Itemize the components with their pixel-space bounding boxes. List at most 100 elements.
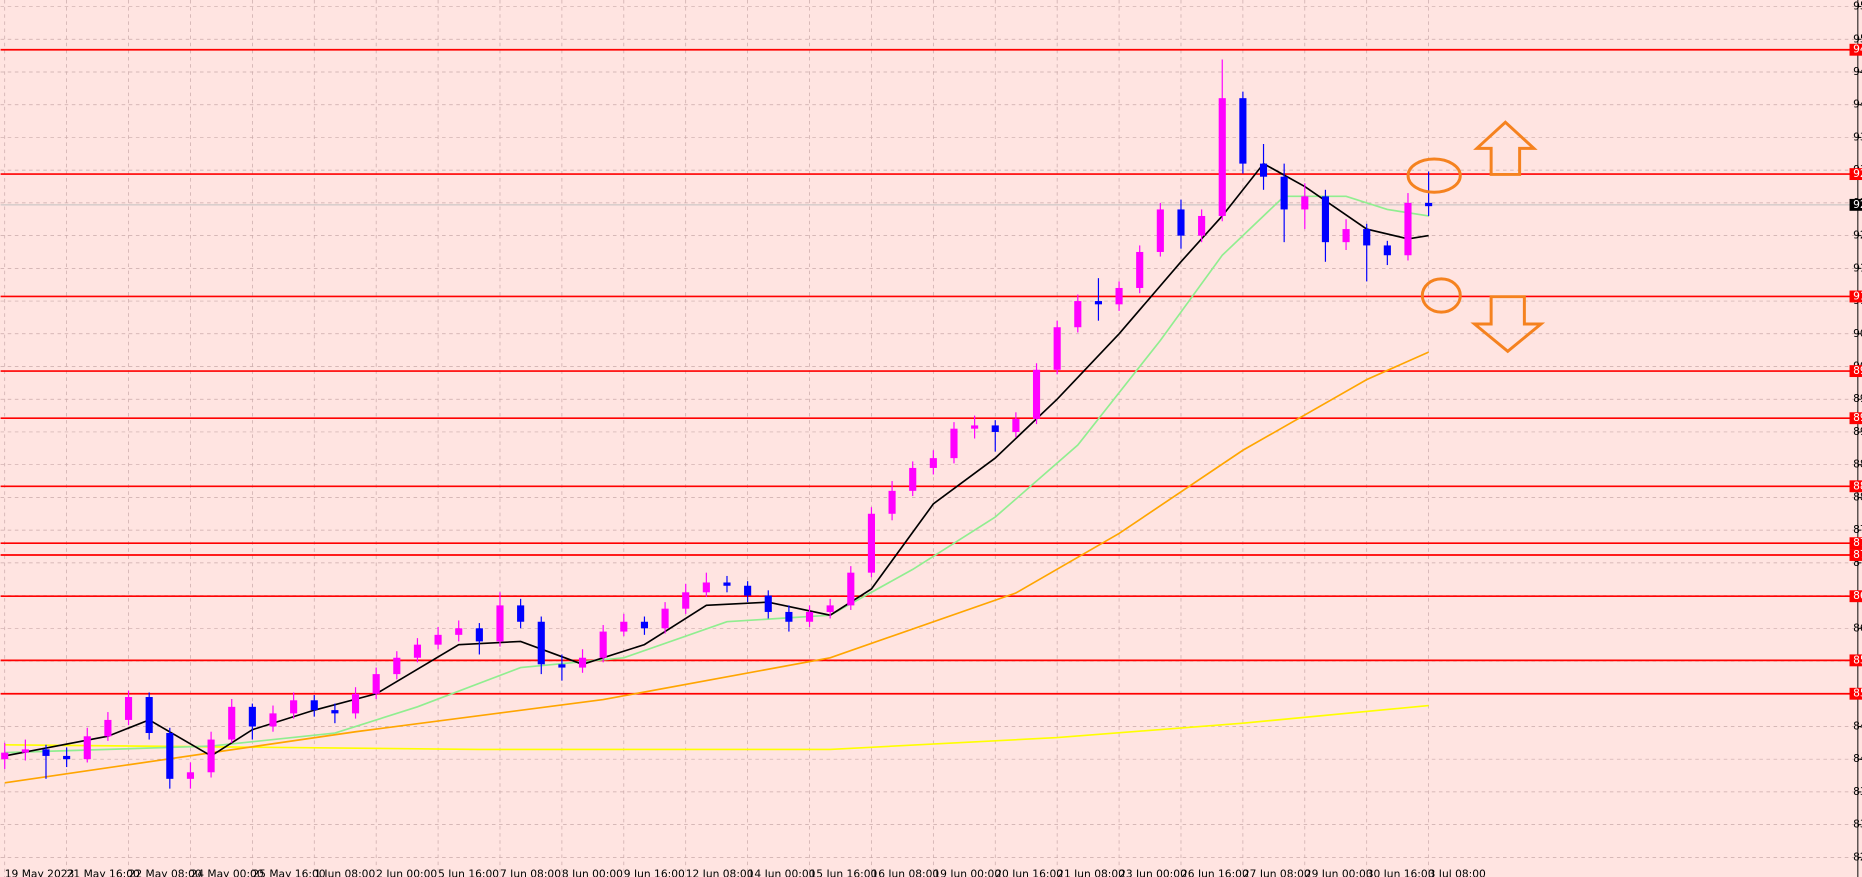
candle-body — [42, 749, 50, 756]
candle-body — [744, 585, 752, 596]
candle-body — [21, 749, 29, 753]
candle-body — [578, 657, 587, 668]
candle-body — [517, 605, 525, 622]
x-tick-label: 21 Jun 08:00 — [1057, 868, 1125, 877]
candle-body — [351, 693, 360, 714]
candle-body — [971, 425, 979, 429]
level-label-box — [1849, 290, 1862, 303]
level-label-box — [1849, 590, 1862, 603]
x-tick-label: 29 Jun 00:00 — [1305, 868, 1373, 877]
candle-body — [558, 664, 566, 668]
level-label: 94.84 — [1853, 43, 1862, 56]
x-tick-label: 19 May 2023 — [5, 868, 75, 877]
x-tick-label: 24 May 00:00 — [190, 868, 263, 877]
candle-body — [248, 706, 256, 727]
candle-body — [1156, 209, 1164, 252]
x-tick-label: 30 Jun 16:00 — [1367, 868, 1435, 877]
candle-body — [1, 752, 9, 760]
candle-body — [661, 608, 669, 629]
candle-body — [63, 755, 71, 760]
candle-body — [1321, 196, 1329, 243]
candle-body — [331, 710, 339, 714]
candle-body — [207, 739, 215, 773]
level-label-box — [1849, 43, 1862, 56]
candle-body — [1425, 202, 1433, 207]
candle-body — [1074, 301, 1082, 328]
level-label-box — [1849, 549, 1862, 561]
candle-body — [413, 644, 422, 658]
candle-body — [1177, 209, 1185, 236]
candle-body — [1218, 98, 1226, 216]
candle-body — [83, 736, 91, 760]
candle-body — [186, 772, 195, 779]
candle-body — [166, 733, 174, 779]
last-price-box — [1849, 198, 1862, 211]
level-label-box — [1849, 412, 1862, 425]
candle-body — [269, 713, 277, 727]
x-tick-label: 1 Jun 08:00 — [314, 868, 375, 877]
candle-body — [991, 425, 999, 432]
x-tick-label: 15 Jun 16:00 — [810, 868, 878, 877]
candle-body — [764, 595, 772, 612]
candle-body — [1053, 327, 1061, 370]
level-label: 85.51 — [1853, 653, 1862, 666]
levels — [0, 48, 1858, 695]
level-label: 86.49 — [1853, 589, 1862, 602]
level-label-box — [1849, 687, 1862, 700]
candle-body — [785, 611, 793, 622]
level-label-box — [1849, 480, 1862, 493]
candle-body — [929, 458, 937, 468]
x-tick-label: 26 Jun 16:00 — [1181, 868, 1249, 877]
x-tick-label: 8 Jun 00:00 — [562, 868, 623, 877]
down-arrow — [1470, 295, 1546, 354]
candle-body — [909, 467, 917, 491]
candle-body — [475, 628, 483, 642]
candle-body — [1032, 369, 1041, 419]
axis: 82.58383.58484.58585.58686.58787.58888.5… — [5, 0, 1862, 877]
candle-body — [1259, 163, 1268, 177]
candle-body — [1115, 287, 1123, 305]
circle-annotation — [1420, 277, 1462, 314]
x-tick-label: 25 May 16:00 — [252, 868, 325, 877]
candle-body — [537, 621, 545, 665]
x-tick-label: 3 Jul 08:00 — [1429, 868, 1486, 877]
x-tick-label: 19 Jun 00:00 — [933, 868, 1001, 877]
candle-body — [620, 621, 628, 632]
candle-body — [1198, 215, 1206, 236]
level-label-box — [1849, 654, 1862, 667]
candle-body — [640, 621, 649, 629]
circle-annotation — [1406, 157, 1462, 194]
candle-body — [1301, 196, 1309, 210]
x-tick-label: 2 Jun 00:00 — [376, 868, 437, 877]
x-tick-label: 9 Jun 16:00 — [624, 868, 685, 877]
level-label-box — [1849, 168, 1862, 181]
up-arrow — [1473, 120, 1538, 176]
candle-body — [228, 706, 236, 740]
candles — [1, 59, 1433, 789]
level-label: 85 — [1853, 687, 1862, 700]
candle-body — [1342, 229, 1350, 243]
candle-body — [1280, 176, 1288, 210]
level-label: 87.3 — [1853, 536, 1862, 549]
candle-body — [950, 428, 958, 459]
candle-body — [847, 572, 855, 606]
x-tick-label: 27 Jun 08:00 — [1243, 868, 1311, 877]
level-label: 91.07 — [1853, 289, 1862, 302]
candle-body — [1136, 251, 1144, 288]
level-label-box — [1849, 537, 1862, 550]
moving-average — [4, 162, 1429, 757]
candle-body — [1012, 418, 1020, 432]
x-tick-label: 14 Jun 00:00 — [748, 868, 816, 877]
candle-body — [104, 719, 112, 737]
candle-body — [1383, 245, 1391, 256]
candle-body — [1363, 229, 1371, 246]
candle-body — [393, 657, 401, 675]
candle-body — [702, 582, 710, 593]
annotations — [1406, 120, 1546, 354]
candle-body — [455, 628, 463, 635]
candle-body — [434, 634, 442, 645]
level-label: 92.94 — [1853, 167, 1862, 180]
